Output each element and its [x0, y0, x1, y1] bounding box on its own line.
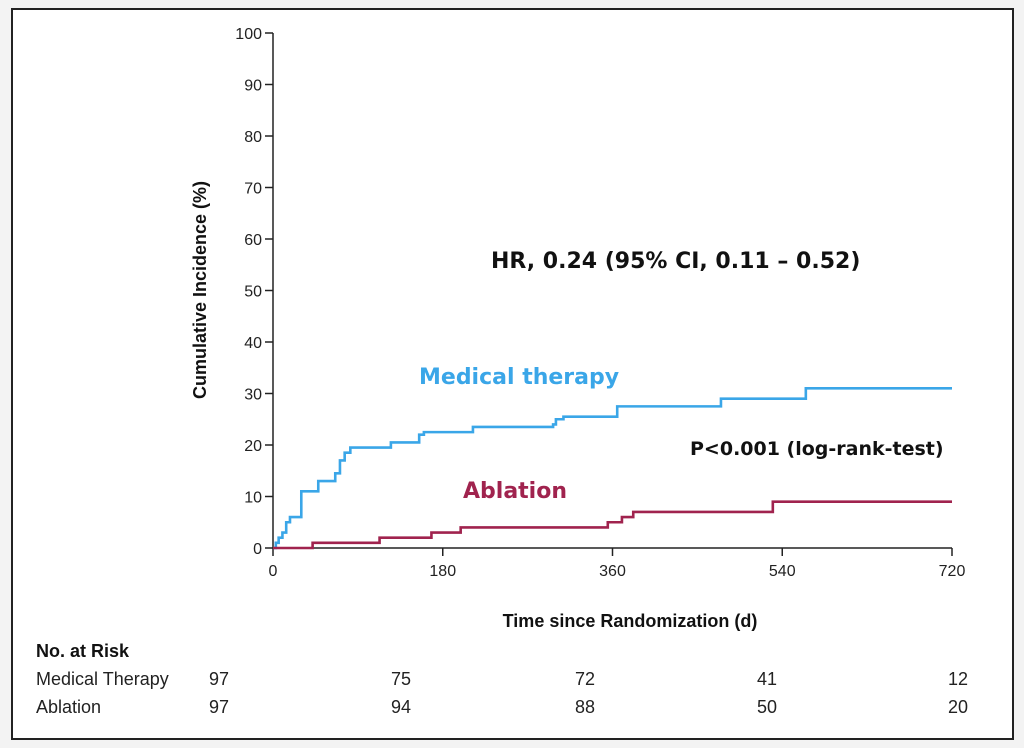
risk-value-ablation-1: 94: [391, 697, 411, 717]
risk-value-medical-therapy-3: 41: [757, 669, 777, 689]
y-tick-label-0: 0: [253, 541, 262, 558]
risk-value-ablation-4: 20: [948, 697, 968, 717]
y-tick-label-20: 20: [244, 438, 262, 455]
y-tick-label-40: 40: [244, 335, 262, 352]
ablation-label: Ablation: [463, 479, 567, 504]
risk-value-medical-therapy-4: 12: [948, 669, 968, 689]
curves: [273, 387, 952, 550]
x-axis: 0 180 360 540 720: [269, 547, 966, 580]
y-axis-title: Cumulative Incidence (%): [190, 181, 210, 399]
risk-value-ablation-0: 97: [209, 697, 229, 717]
risk-table-title: No. at Risk: [36, 641, 130, 661]
hr-annotation: HR, 0.24 (95% CI, 0.11 – 0.52): [491, 249, 860, 274]
risk-value-medical-therapy-2: 72: [575, 669, 595, 689]
x-tick-label-720: 720: [939, 563, 966, 580]
y-axis: 0 10 20 30 40 50 60 70 80 90 100: [235, 26, 274, 558]
x-tick-label-180: 180: [429, 563, 456, 580]
risk-table: Medical Therapy 97 75 72 41 12 Ablation 97 94 88 5…: [36, 669, 968, 717]
y-tick-label-90: 90: [244, 78, 262, 95]
medical-therapy-label: Medical therapy: [419, 365, 619, 390]
ablation-curve: [273, 500, 952, 550]
medical-therapy-curve: [273, 387, 952, 550]
risk-value-medical-therapy-1: 75: [391, 669, 411, 689]
y-tick-label-80: 80: [244, 129, 262, 146]
risk-value-ablation-3: 50: [757, 697, 777, 717]
x-axis-title: Time since Randomization (d): [503, 611, 758, 631]
y-tick-label-70: 70: [244, 181, 262, 198]
y-tick-label-10: 10: [244, 490, 262, 507]
risk-row-label-ablation: Ablation: [36, 697, 101, 717]
p-value-annotation: P<0.001 (log-rank-test): [690, 438, 944, 460]
y-tick-label-60: 60: [244, 232, 262, 249]
x-tick-label-360: 360: [599, 563, 626, 580]
y-tick-label-30: 30: [244, 387, 262, 404]
x-tick-label-540: 540: [769, 563, 796, 580]
risk-value-medical-therapy-0: 97: [209, 669, 229, 689]
risk-row-label-medical-therapy: Medical Therapy: [36, 669, 169, 689]
y-tick-label-50: 50: [244, 284, 262, 301]
x-tick-label-0: 0: [269, 563, 278, 580]
risk-value-ablation-2: 88: [575, 697, 595, 717]
figure-frame: [11, 8, 1014, 740]
y-tick-label-100: 100: [235, 26, 262, 43]
